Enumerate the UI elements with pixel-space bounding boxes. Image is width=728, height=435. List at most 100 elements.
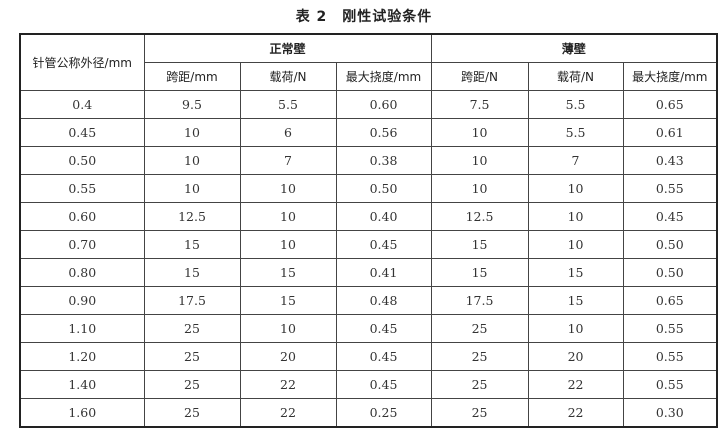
table-cell: 10 <box>527 174 624 203</box>
table-cell: 0.61 <box>622 118 718 147</box>
table-cell: 10 <box>527 314 624 343</box>
table-cell: 0.43 <box>622 146 718 175</box>
table-row: 1.40 25 22 0.45 25 22 0.55 <box>19 370 718 399</box>
table-cell: 20 <box>239 342 337 371</box>
header-load: 载荷/N <box>239 62 337 91</box>
table-cell: 0.45 <box>335 314 432 343</box>
table-cell: 15 <box>143 258 241 287</box>
table-cell: 0.56 <box>335 118 432 147</box>
table-cell: 1.20 <box>19 342 145 371</box>
stiffness-test-table: 针管公称外径/mm 正常壁 薄壁 跨距/mm 载荷/N 最大挠度/mm 跨距/N… <box>19 33 719 428</box>
table-cell: 0.80 <box>19 258 145 287</box>
table-cell: 0.90 <box>19 286 145 315</box>
table-cell: 7.5 <box>430 90 529 119</box>
table-row: 0.55 10 10 0.50 10 10 0.55 <box>19 174 718 203</box>
table-cell: 17.5 <box>143 286 241 315</box>
table-cell: 25 <box>143 398 241 428</box>
table-row: 0.70 15 10 0.45 15 10 0.50 <box>19 230 718 259</box>
table-cell: 22 <box>239 398 337 428</box>
table-cell: 0.45 <box>335 370 432 399</box>
table-cell: 0.60 <box>19 202 145 231</box>
table-title: 表 2 刚性试验条件 <box>295 9 433 25</box>
table-cell: 25 <box>430 314 529 343</box>
table-cell: 0.45 <box>19 118 145 147</box>
table-cell: 17.5 <box>430 286 529 315</box>
table-cell: 10 <box>143 118 241 147</box>
header-group-normal-wall: 正常壁 <box>143 33 432 63</box>
table-cell: 10 <box>239 314 337 343</box>
table-cell: 22 <box>527 398 624 428</box>
table-cell: 15 <box>527 286 624 315</box>
header-span: 跨距/mm <box>143 62 241 91</box>
table-cell: 9.5 <box>143 90 241 119</box>
table-cell: 0.45 <box>335 230 432 259</box>
table-cell: 12.5 <box>430 202 529 231</box>
table-cell: 0.55 <box>622 314 718 343</box>
table-cell: 15 <box>527 258 624 287</box>
table-cell: 1.10 <box>19 314 145 343</box>
table-cell: 7 <box>239 146 337 175</box>
header-row-groups: 针管公称外径/mm 正常壁 薄壁 <box>19 33 718 91</box>
table-cell: 10 <box>430 174 529 203</box>
table-cell: 25 <box>143 370 241 399</box>
table-cell: 10 <box>143 174 241 203</box>
header-nominal-diameter: 针管公称外径/mm <box>19 33 145 91</box>
table-cell: 0.41 <box>335 258 432 287</box>
table-cell: 10 <box>430 118 529 147</box>
header-row-sub: 跨距/mm 载荷/N 最大挠度/mm 跨距/N 载荷/N 最大挠度/mm <box>20 62 718 91</box>
table-cell: 0.50 <box>19 146 145 175</box>
header-span: 跨距/N <box>430 62 529 91</box>
table-cell: 10 <box>239 230 337 259</box>
table-cell: 0.60 <box>335 90 432 119</box>
table-cell: 0.55 <box>622 342 718 371</box>
table-row: 1.60 25 22 0.25 25 22 0.30 <box>19 398 718 428</box>
table-cell: 15 <box>239 258 337 287</box>
table-cell: 0.38 <box>335 146 432 175</box>
table-cell: 0.30 <box>622 398 718 428</box>
table-cell: 0.55 <box>622 174 718 203</box>
table-cell: 0.55 <box>19 174 145 203</box>
table-row: 1.20 25 20 0.45 25 20 0.55 <box>19 342 718 371</box>
table-row: 0.60 12.5 10 0.40 12.5 10 0.45 <box>19 202 718 231</box>
table-cell: 5.5 <box>527 90 624 119</box>
table-cell: 10 <box>527 202 624 231</box>
table-row: 0.4 9.5 5.5 0.60 7.5 5.5 0.65 <box>19 90 718 119</box>
table-row: 1.10 25 10 0.45 25 10 0.55 <box>19 314 718 343</box>
header-max-deflection: 最大挠度/mm <box>622 62 718 91</box>
header-load: 载荷/N <box>527 62 624 91</box>
table-cell: 0.55 <box>622 370 718 399</box>
table-cell: 0.45 <box>622 202 718 231</box>
table-cell: 5.5 <box>527 118 624 147</box>
table-cell: 10 <box>239 202 337 231</box>
table-row: 0.45 10 6 0.56 10 5.5 0.61 <box>19 118 718 147</box>
table-cell: 7 <box>527 146 624 175</box>
table-cell: 0.45 <box>335 342 432 371</box>
table-cell: 5.5 <box>239 90 337 119</box>
table-cell: 15 <box>430 230 529 259</box>
table-cell: 15 <box>430 258 529 287</box>
table-cell: 0.50 <box>335 174 432 203</box>
table-cell: 22 <box>239 370 337 399</box>
table-cell: 22 <box>527 370 624 399</box>
table-cell: 20 <box>527 342 624 371</box>
header-max-deflection: 最大挠度/mm <box>335 62 432 91</box>
table-cell: 0.4 <box>19 90 145 119</box>
table-cell: 15 <box>239 286 337 315</box>
table-cell: 0.48 <box>335 286 432 315</box>
table-cell: 10 <box>527 230 624 259</box>
table-row: 0.90 17.5 15 0.48 17.5 15 0.65 <box>19 286 718 315</box>
table-cell: 10 <box>143 146 241 175</box>
table-cell: 1.40 <box>19 370 145 399</box>
table-cell: 25 <box>430 342 529 371</box>
table-cell: 0.50 <box>622 258 718 287</box>
header-group-thin-wall: 薄壁 <box>430 33 718 63</box>
table-cell: 6 <box>239 118 337 147</box>
table-cell: 0.50 <box>622 230 718 259</box>
table-cell: 25 <box>143 314 241 343</box>
table-cell: 10 <box>239 174 337 203</box>
table-row: 0.80 15 15 0.41 15 15 0.50 <box>19 258 718 287</box>
table-cell: 1.60 <box>19 398 145 428</box>
table-cell: 25 <box>430 370 529 399</box>
table-cell: 10 <box>430 146 529 175</box>
table-row: 0.50 10 7 0.38 10 7 0.43 <box>19 146 718 175</box>
